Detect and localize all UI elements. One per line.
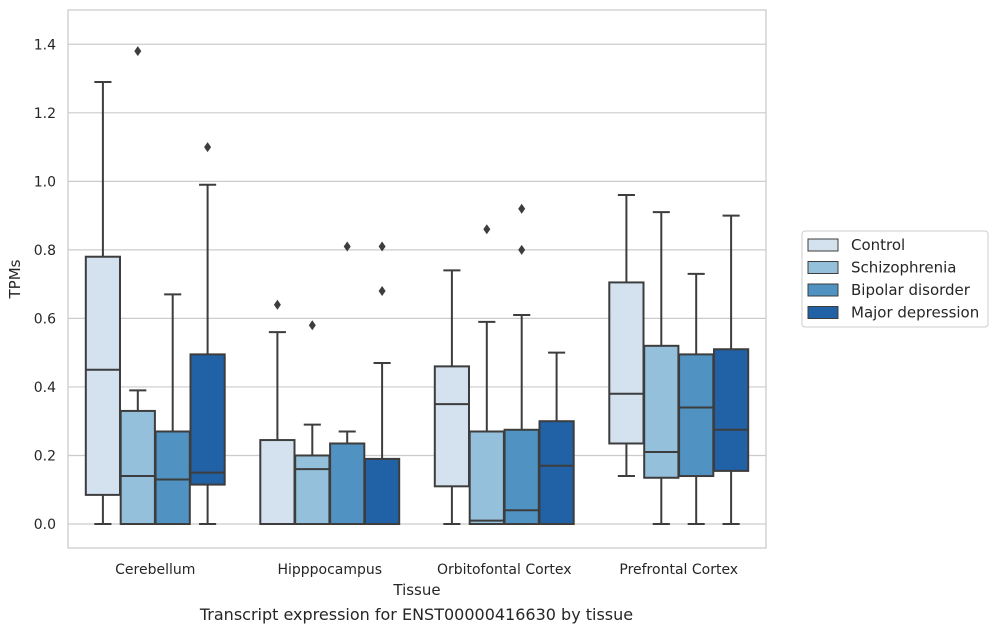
box-body — [294, 454, 331, 526]
outlier-point — [483, 224, 491, 235]
legend-label: Major depression — [851, 304, 979, 322]
outlier-point — [134, 46, 142, 57]
y-tick-label: 1.2 — [34, 106, 56, 122]
legend-label: Bipolar disorder — [851, 281, 971, 299]
y-axis-label: TPMs — [6, 259, 24, 299]
legend-swatch — [807, 306, 839, 319]
y-tick-label: 0.4 — [34, 380, 56, 396]
box-body — [538, 420, 575, 526]
box-bipolar-disorder — [503, 203, 540, 526]
legend-swatch — [807, 261, 839, 274]
box-body — [433, 365, 471, 488]
outlier-point — [273, 299, 281, 310]
box-body — [468, 430, 505, 526]
y-axis-ticks: 0.0 0.2 0.4 0.6 0.8 1.0 1.2 1.4 — [34, 37, 56, 533]
y-tick-label: 0.0 — [34, 517, 56, 533]
box-body — [259, 439, 296, 526]
box-major-depression — [712, 214, 750, 526]
outlier-point — [378, 285, 386, 296]
box-body — [643, 344, 680, 479]
outlier-point — [378, 241, 386, 252]
legend-label: Schizophrenia — [851, 259, 956, 277]
box-schizophrenia — [643, 211, 680, 526]
y-tick-label: 0.2 — [34, 448, 56, 464]
box-major-depression — [538, 351, 575, 526]
box-body — [154, 430, 191, 526]
box-body — [363, 457, 401, 526]
x-tick-label: Cerebellum — [115, 562, 195, 578]
box-body — [119, 409, 156, 526]
x-tick-label: Prefrontal Cortex — [619, 562, 738, 578]
outlier-point — [518, 244, 526, 255]
box-body — [84, 255, 122, 496]
x-axis-label: Tissue — [392, 581, 440, 599]
legend-label: Control — [851, 236, 905, 254]
box-bipolar-disorder — [154, 293, 191, 526]
x-tick-label: Hipppocampus — [277, 562, 382, 578]
box-schizophrenia — [119, 46, 156, 526]
figure-caption: Transcript expression for ENST0000041663… — [199, 605, 634, 624]
box-control — [259, 299, 296, 526]
x-tick-label: Orbitofontal Cortex — [437, 562, 572, 578]
box-body — [329, 442, 366, 526]
legend: Control Schizophrenia Bipolar disorder Majo… — [801, 230, 989, 328]
box-schizophrenia — [468, 224, 505, 526]
box-groups — [84, 46, 750, 526]
outlier-point — [308, 320, 316, 331]
legend-frame — [801, 230, 989, 328]
plot-frame — [67, 9, 767, 549]
y-tick-label: 1.0 — [34, 174, 56, 190]
box-bipolar-disorder — [329, 241, 366, 526]
y-tick-label: 1.4 — [34, 37, 56, 53]
box-schizophrenia — [294, 320, 331, 526]
box-body — [712, 348, 750, 472]
outlier-point — [518, 203, 526, 214]
box-body — [189, 353, 226, 486]
box-control — [433, 269, 471, 526]
box-major-depression — [363, 241, 401, 526]
box-body — [678, 353, 715, 478]
outlier-point — [343, 241, 351, 252]
box-bipolar-disorder — [678, 272, 715, 526]
box-control — [608, 194, 645, 478]
x-axis-ticks: Cerebellum Hipppocampus Orbitofontal Corte… — [115, 562, 738, 578]
y-tick-label: 0.6 — [34, 311, 56, 327]
outlier-point — [204, 142, 212, 153]
legend-swatch — [807, 283, 839, 297]
box-body — [608, 281, 645, 445]
legend-swatch — [807, 238, 839, 252]
y-tick-label: 0.8 — [34, 243, 56, 259]
box-major-depression — [189, 142, 226, 526]
box-control — [84, 80, 122, 526]
